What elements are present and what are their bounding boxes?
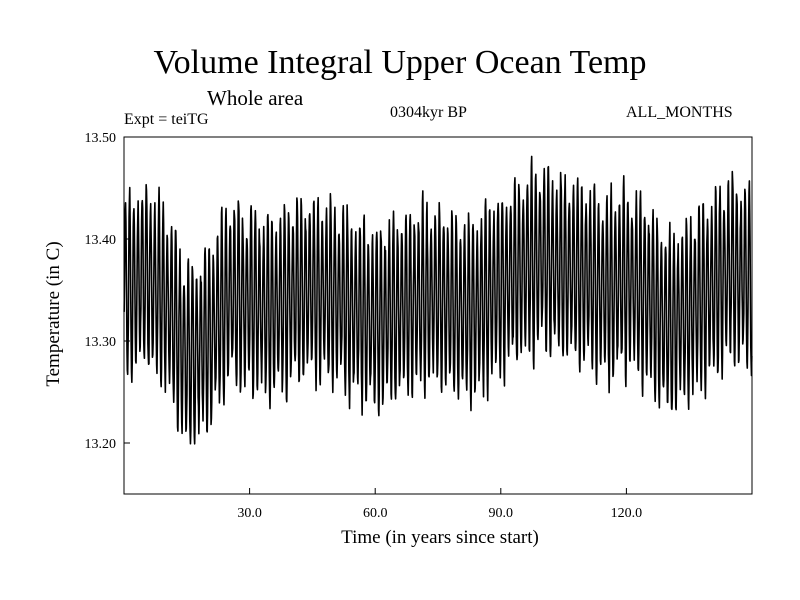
- y-tick-label: 13.40: [85, 233, 117, 248]
- x-tick-label: 90.0: [489, 506, 514, 521]
- x-tick-label: 120.0: [611, 506, 643, 521]
- months-label: ALL_MONTHS: [626, 104, 733, 121]
- y-tick-label: 13.30: [85, 335, 117, 350]
- plot-frame: [123, 136, 753, 495]
- x-tick-label: 60.0: [363, 506, 388, 521]
- period-label: 0304kyr BP: [390, 104, 467, 121]
- chart-subtitle: Whole area: [207, 86, 304, 110]
- y-tick-label: 13.20: [85, 437, 117, 452]
- experiment-label: Expt = teiTG: [124, 111, 209, 128]
- x-axis-label: Time (in years since start): [341, 527, 539, 548]
- y-axis-label: Temperature (in C): [43, 241, 64, 387]
- x-tick-label: 30.0: [237, 506, 262, 521]
- chart-title: Volume Integral Upper Ocean Temp: [153, 44, 647, 81]
- temperature-series-line: [123, 155, 753, 445]
- y-tick-label: 13.50: [85, 131, 117, 146]
